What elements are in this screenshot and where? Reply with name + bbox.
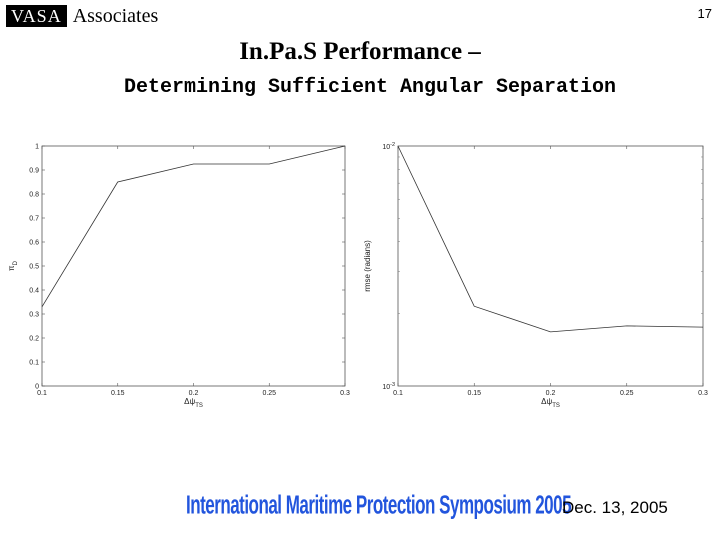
slide-title: In.Pa.S Performance – xyxy=(239,38,481,65)
logo-text: Associates xyxy=(72,4,159,27)
rmse-chart: 0.1 0.15 0.2 0.25 0.3 10-3 10-2 ΔψTS rmse (radia… xyxy=(363,142,708,409)
x-tick-label: 0.2 xyxy=(189,390,199,397)
x-tick-label: 0.15 xyxy=(111,390,125,397)
y-tick-label: 0.2 xyxy=(29,336,39,343)
series-line xyxy=(41,145,346,308)
logo-box: VASA xyxy=(6,5,67,27)
plot-frame xyxy=(41,145,346,387)
company-logo: VASA Associates xyxy=(6,5,158,27)
x-tick-label: 0.15 xyxy=(467,390,481,397)
y-tick-label: 0.1 xyxy=(29,360,39,367)
detection-probability-chart: 0.1 0.15 0.2 0.25 0.300.10.20.30.40.50.60.70… xyxy=(7,144,350,410)
y-axis-label: rmse (radians) xyxy=(363,240,372,292)
y-tick-label: 0.4 xyxy=(29,288,39,295)
x-tick-label: 0.3 xyxy=(340,390,350,397)
page-number: 17 xyxy=(697,6,712,21)
date-text: Dec. 13, 2005 xyxy=(562,498,668,517)
x-axis-label: ΔψTS xyxy=(184,397,203,409)
x-tick-label: 0.25 xyxy=(262,390,276,397)
y-tick-label: 0.9 xyxy=(29,168,39,175)
x-tick-label: 0.3 xyxy=(698,390,708,397)
x-tick-label: 0.25 xyxy=(620,390,634,397)
y-tick-label: 10-2 xyxy=(382,142,395,151)
y-tick-label: 0 xyxy=(35,384,39,391)
y-tick-label: 0.3 xyxy=(29,312,39,319)
y-tick-label: 0.7 xyxy=(29,216,39,223)
y-tick-label: 10-3 xyxy=(382,382,395,391)
x-tick-label: 0.1 xyxy=(37,390,47,397)
x-tick-label: 0.2 xyxy=(546,390,556,397)
symposium-banner: International Maritime Protection Sympos… xyxy=(186,490,572,520)
y-axis-label: πD xyxy=(7,260,19,271)
series-line xyxy=(397,145,704,333)
y-tick-label: 1 xyxy=(35,144,39,151)
x-tick-label: 0.1 xyxy=(393,390,403,397)
x-axis-label: ΔψTS xyxy=(541,397,560,409)
y-tick-label: 0.8 xyxy=(29,192,39,199)
plot-frame xyxy=(397,145,704,387)
y-tick-label: 0.5 xyxy=(29,264,39,271)
slide-subtitle: Determining Sufficient Angular Separatio… xyxy=(123,76,617,99)
y-tick-label: 0.6 xyxy=(29,240,39,247)
